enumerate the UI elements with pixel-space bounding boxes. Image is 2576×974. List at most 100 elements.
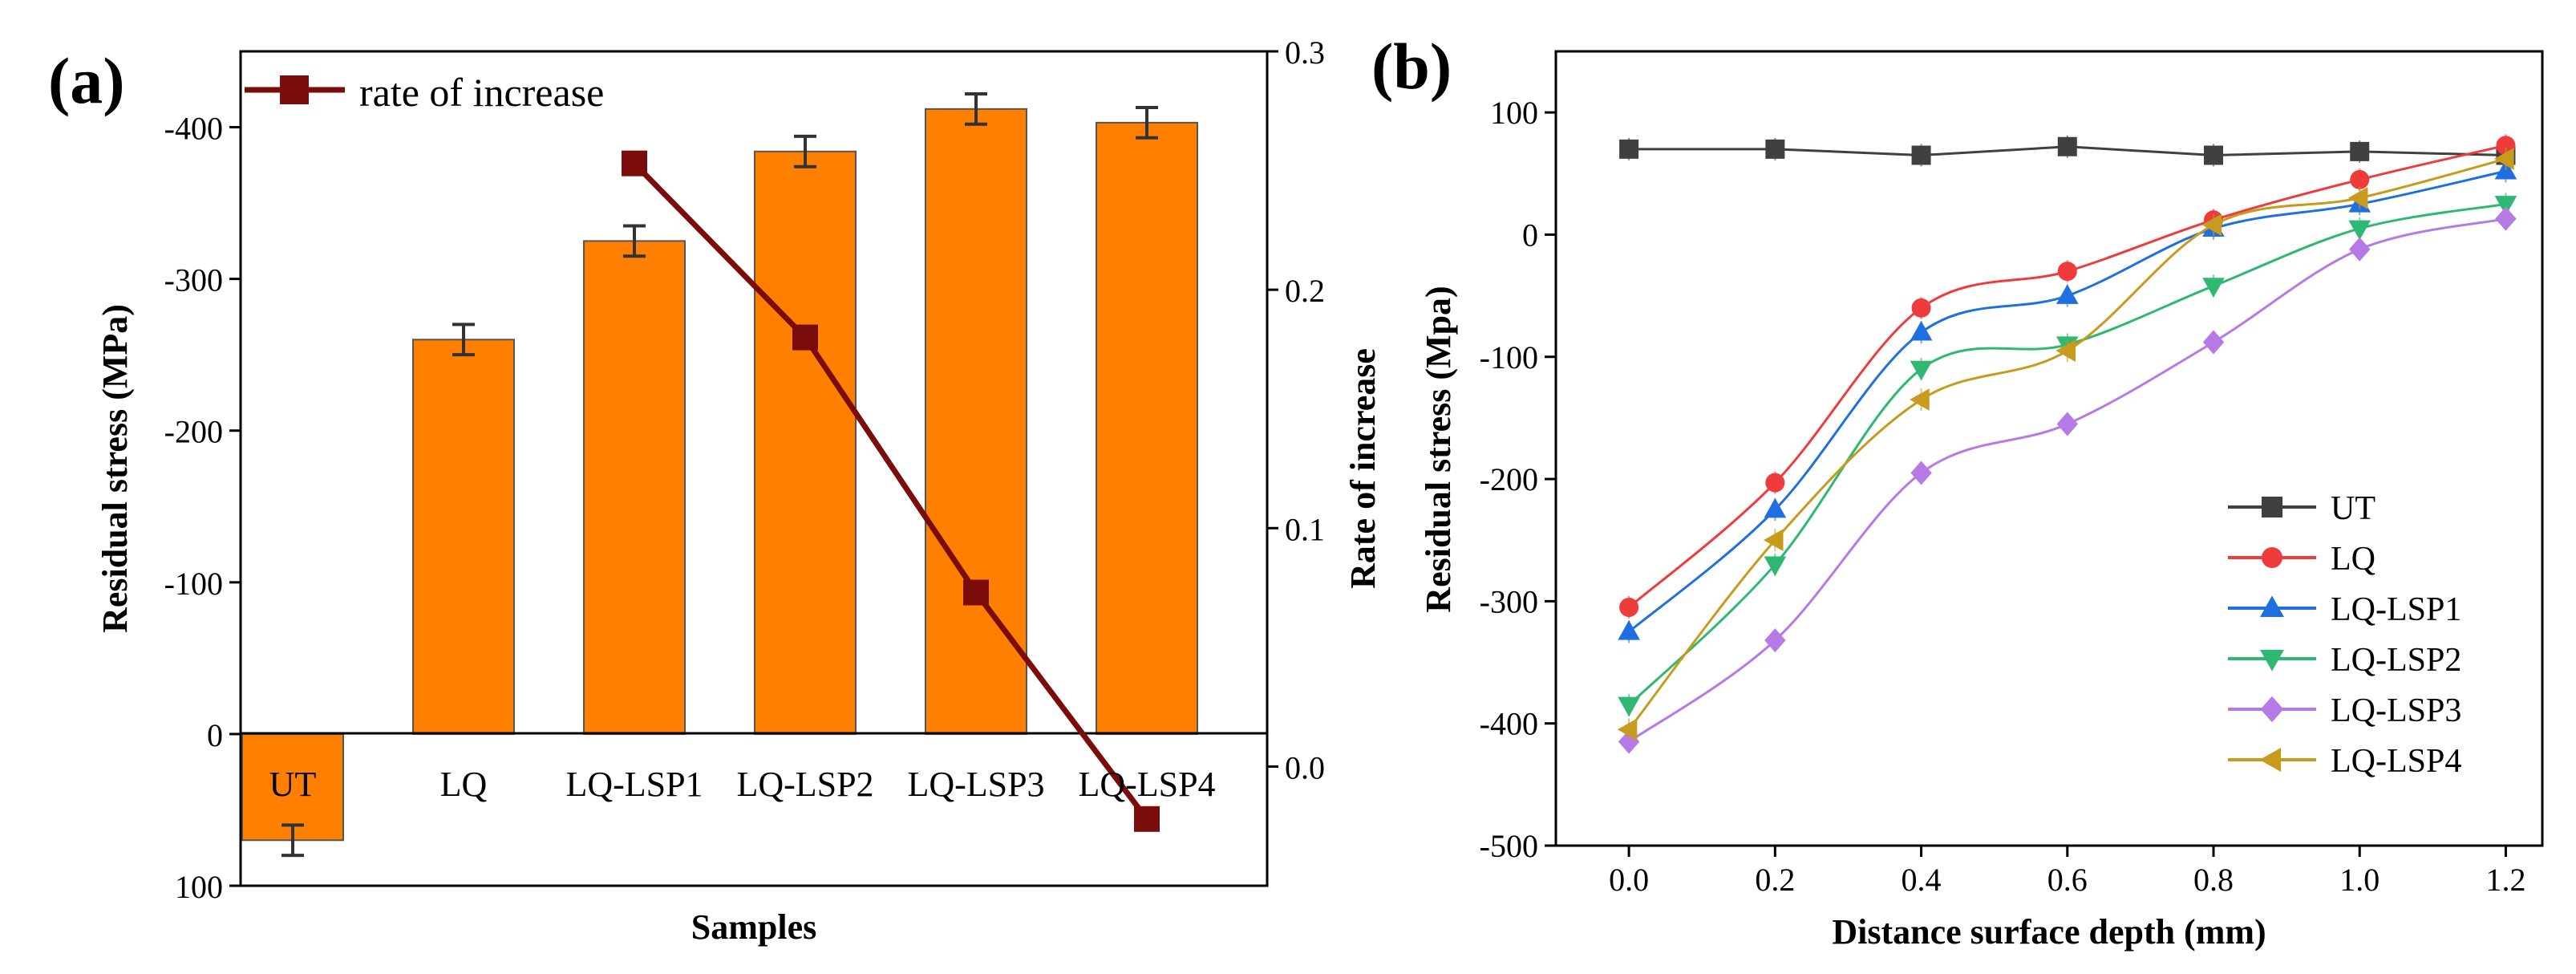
category-label-lq-lsp2: LQ-LSP2 (736, 765, 873, 804)
x-tick-label-0-0: 0.0 (1609, 862, 1649, 898)
x-tick-label-1-0: 1.0 (2339, 862, 2380, 898)
rate-marker-lq-lsp1 (622, 150, 647, 177)
left-tick-label-300: -300 (164, 262, 223, 298)
marker-lq-lsp3-3 (2056, 412, 2078, 436)
legend-marker-lq-lsp2 (2260, 649, 2284, 672)
marker-lq-lsp2-0 (1618, 696, 1640, 717)
right-tick-label-0-0: 0.0 (1285, 749, 1325, 785)
panel-b-x-axis-title: Distance surface depth (mm) (1832, 912, 2266, 952)
panel-a-x-axis-title: Samples (691, 907, 816, 947)
panel-a-left-axis: -400 -300 -200 -100 0 100 (164, 111, 241, 905)
panel-a-label: (a) (48, 44, 125, 117)
x-tick-label-0-4: 0.4 (1902, 862, 1942, 898)
marker-lq-lsp1-2 (1910, 320, 1933, 341)
x-tick-label-0-8: 0.8 (2193, 862, 2234, 898)
left-tick-label-0: 0 (207, 717, 223, 753)
marker-lq-1 (1765, 473, 1785, 493)
panel-a-right-axis-title: Rate of increase (1343, 348, 1383, 589)
legend-label-lq-lsp1: LQ-LSP1 (2331, 591, 2461, 628)
panel-a-left-axis-title: Residual stress (MPa) (95, 304, 135, 633)
y-tick-label-500: -500 (1480, 828, 1538, 864)
y-tick-label-100: 100 (1490, 95, 1538, 131)
left-tick-label-200: -200 (164, 414, 223, 450)
rate-marker-lq-lsp3 (963, 579, 989, 606)
panel-b-legend: UT LQ LQ-LSP1 LQ-LSP2 LQ-LSP3 LQ-LSP4 (2228, 490, 2461, 780)
legend-marker-lq-lsp1 (2260, 595, 2284, 618)
y-tick-label-200: -200 (1480, 461, 1538, 497)
y-tick-label-400: -400 (1480, 706, 1538, 742)
legend-square-marker (280, 75, 309, 104)
marker-lq-lsp2-5 (2348, 220, 2371, 241)
marker-lq-lsp3-2 (1910, 461, 1932, 485)
right-tick-label-0-3: 0.3 (1285, 34, 1325, 71)
legend-marker-ut (2262, 497, 2282, 517)
legend-label-lq: LQ (2331, 541, 2376, 578)
legend-marker-lq-lsp4 (2259, 748, 2282, 772)
panel-a-rate-markers (622, 150, 1160, 832)
legend-label-lq-lsp2: LQ-LSP2 (2331, 642, 2461, 679)
legend-marker-lq-lsp3 (2260, 696, 2284, 723)
marker-lq-3 (2057, 262, 2077, 282)
marker-lq-lsp2-2 (1910, 360, 1933, 381)
marker-lq-lsp3-5 (2349, 237, 2371, 262)
category-label-lq-lsp4: LQ-LSP4 (1078, 765, 1215, 804)
left-tick-label-100: 100 (175, 869, 223, 905)
panel-a-right-axis: 0.3 0.2 0.1 0.0 (1267, 34, 1325, 785)
bar-lq-lsp4 (1096, 121, 1198, 735)
panel-b-y-axis-title: Residual stress (Mpa) (1419, 286, 1458, 612)
panel-a-frame (239, 50, 1269, 887)
panel-b-x-axis: 0.0 0.2 0.4 0.6 0.8 1.0 1.2 (1609, 846, 2525, 898)
marker-lq-lsp4-0 (1617, 718, 1638, 741)
bar-lq-lsp1 (583, 240, 686, 735)
panel-a-category-labels: UT LQ LQ-LSP1 LQ-LSP2 LQ-LSP3 LQ-LSP4 (269, 765, 1216, 804)
rate-of-increase-line (632, 161, 1149, 821)
bar-lq-lsp3 (925, 108, 1027, 735)
bar-lq-lsp2 (754, 150, 857, 735)
marker-lq-lsp1-3 (2056, 284, 2079, 304)
panel-b-label: (b) (1371, 30, 1452, 103)
x-tick-label-1-2: 1.2 (2485, 862, 2525, 898)
panel-b-series (1617, 134, 2517, 754)
x-tick-label-0-2: 0.2 (1755, 862, 1795, 898)
bar-ut (241, 733, 344, 842)
panel-b: (b) 0.0 0.2 0.4 0.6 0.8 1.0 1.2 100 0 -100 -200 -3… (1371, 30, 2544, 952)
marker-ut-1 (1765, 139, 1785, 159)
legend-marker-lq (2262, 547, 2282, 568)
marker-lq-lsp4-6 (2494, 148, 2514, 170)
series-line-lq (1628, 144, 2506, 609)
y-tick-label-300: -300 (1480, 583, 1538, 619)
marker-lq-lsp3-0 (1618, 729, 1640, 754)
panel-b-frame (1554, 50, 2544, 847)
panel-a-bars (241, 91, 1198, 858)
marker-lq-lsp2-1 (1764, 556, 1787, 577)
legend-label-lq-lsp4: LQ-LSP4 (2331, 743, 2461, 780)
marker-lq-5 (2350, 169, 2370, 189)
marker-lq-lsp4-3 (2056, 339, 2076, 362)
legend-label-ut: UT (2331, 490, 2376, 527)
marker-lq-lsp4-5 (2347, 186, 2368, 209)
marker-lq-lsp3-6 (2495, 206, 2517, 231)
left-tick-label-400: -400 (164, 111, 223, 147)
panel-a-legend: rate of increase (245, 70, 604, 115)
rate-marker-lq-lsp4 (1134, 806, 1160, 832)
marker-lq-lsp1-1 (1764, 497, 1787, 518)
y-tick-label-100: -100 (1480, 339, 1538, 375)
category-label-lq-lsp3: LQ-LSP3 (907, 765, 1044, 804)
marker-lq-lsp4-4 (2201, 213, 2222, 237)
legend-label-lq-lsp3: LQ-LSP3 (2331, 692, 2461, 729)
marker-lq-lsp3-4 (2202, 330, 2225, 355)
left-tick-label-100: -100 (164, 566, 223, 602)
category-label-lq: LQ (440, 765, 488, 804)
bar-lq (412, 339, 515, 735)
panel-b-y-axis: 100 0 -100 -200 -300 -400 -500 (1480, 95, 1556, 864)
marker-lq-lsp2-6 (2494, 196, 2517, 216)
marker-ut-2 (1911, 145, 1931, 165)
rate-marker-lq-lsp2 (792, 324, 818, 351)
marker-lq-lsp2-4 (2202, 278, 2225, 298)
marker-lq-0 (1619, 598, 1639, 617)
x-tick-label-0-6: 0.6 (2047, 862, 2088, 898)
marker-lq-lsp4-1 (1763, 529, 1784, 552)
right-tick-label-0-2: 0.2 (1285, 273, 1325, 309)
marker-ut-5 (2350, 141, 2370, 161)
marker-lq-lsp1-0 (1618, 620, 1640, 640)
